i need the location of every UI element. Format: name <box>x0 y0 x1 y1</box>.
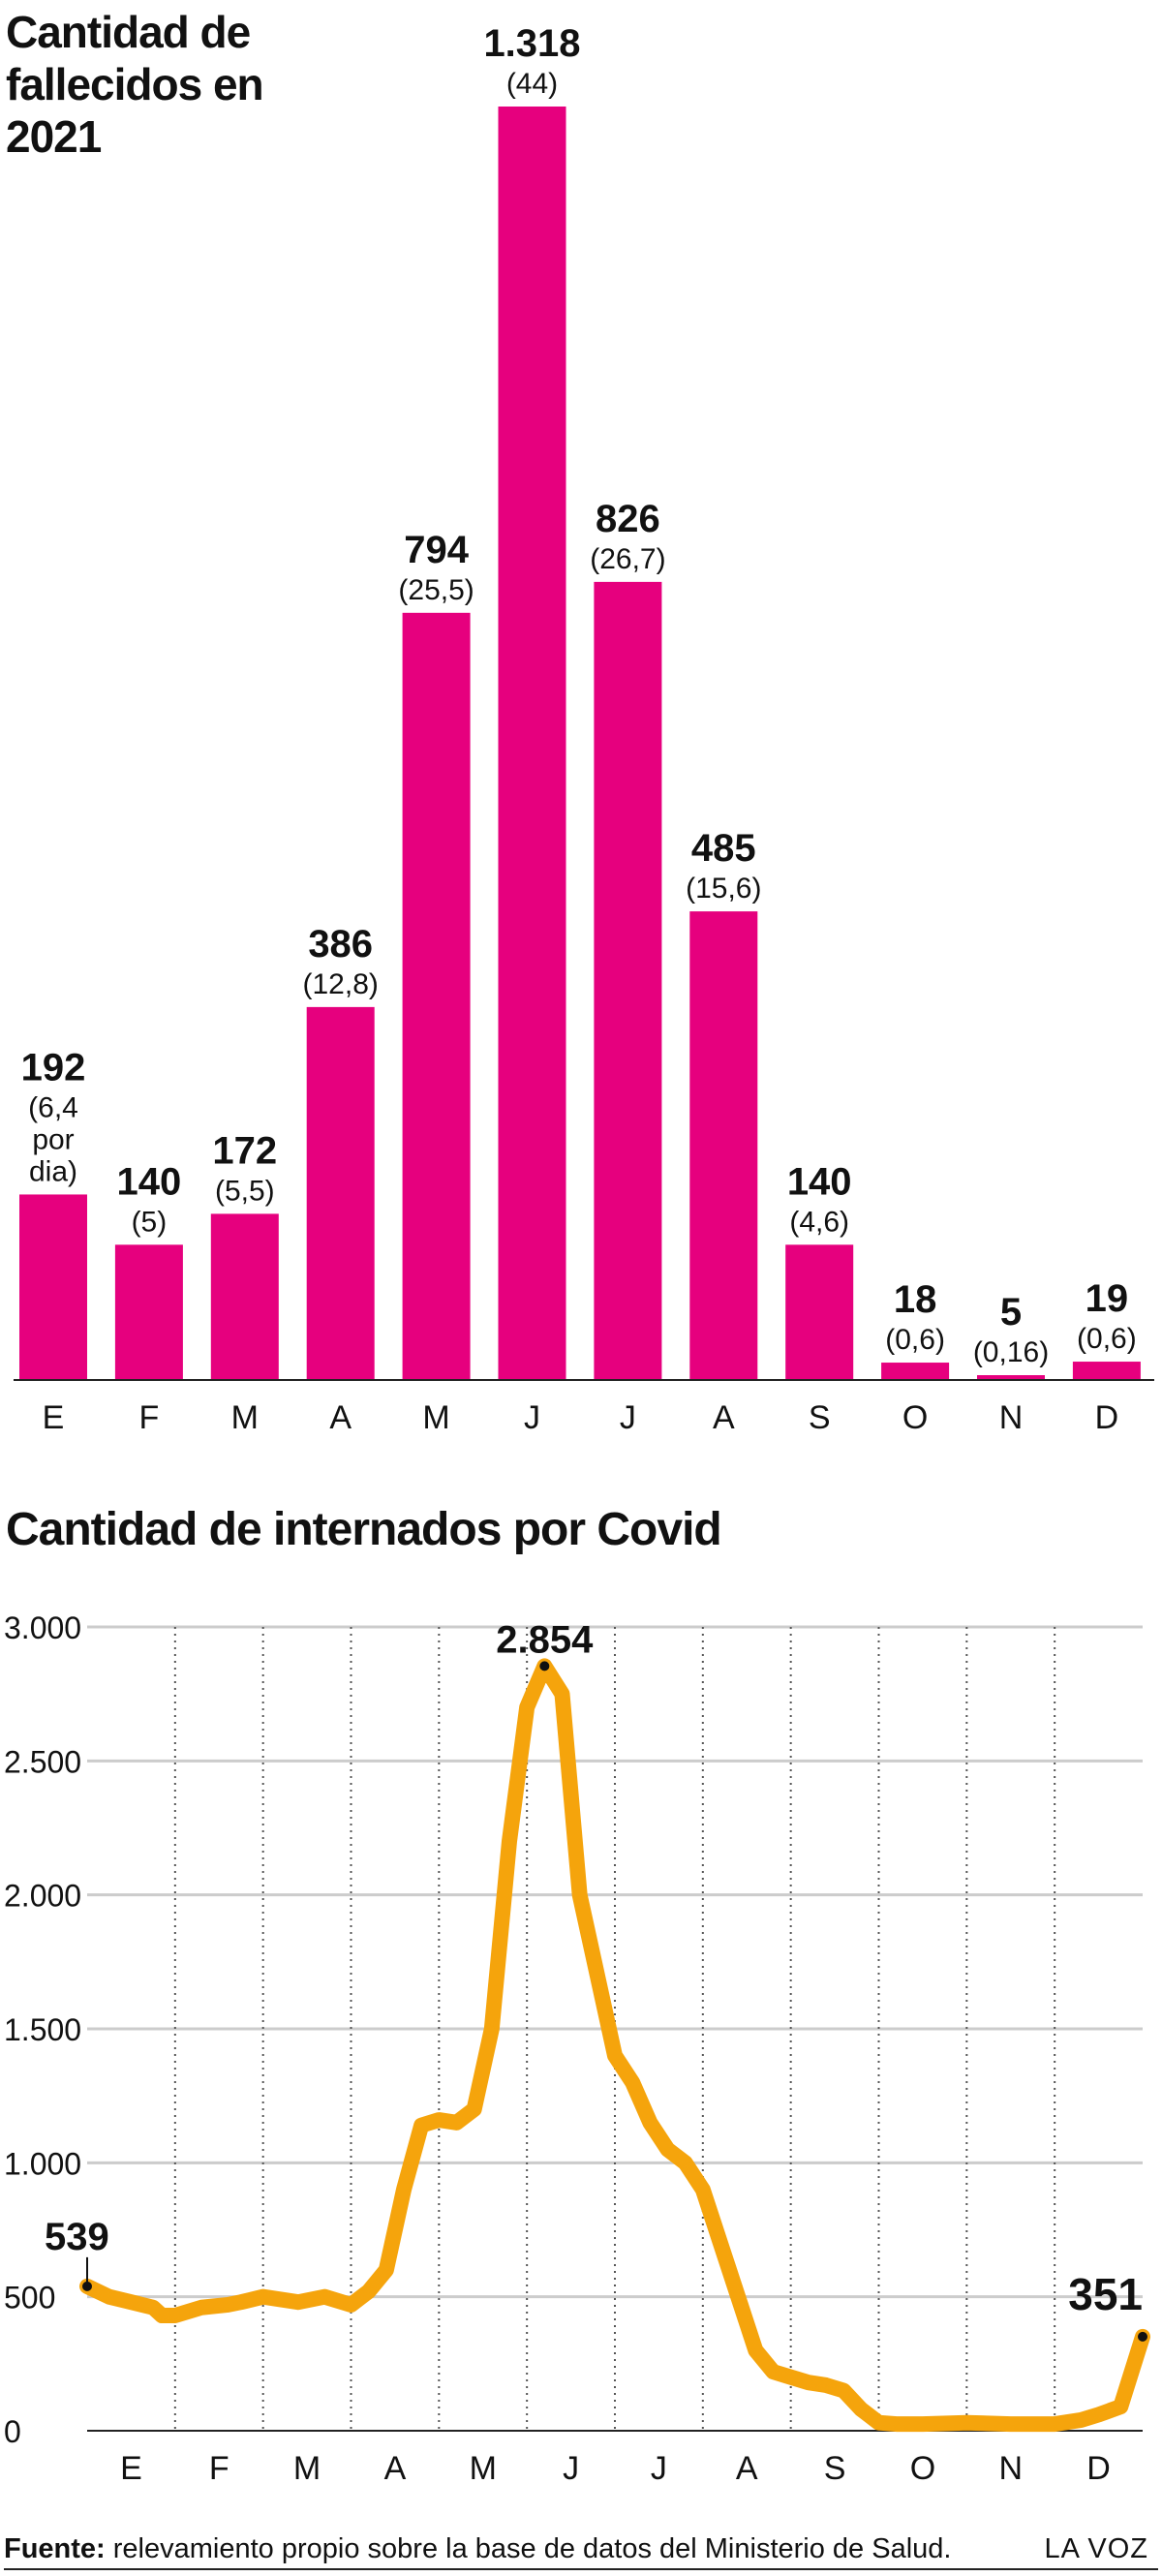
month-tick-label: D <box>1086 2450 1111 2487</box>
bar-daily-label: (0,6) <box>885 1324 945 1356</box>
bar-value-label: 5 <box>1000 1291 1022 1334</box>
month-tick-label: D <box>1095 1399 1119 1436</box>
brand-logo: LA VOZ <box>1044 2533 1148 2564</box>
deaths-bar-chart: 192(6,4pordia)E140(5)F172(5,5)M386(12,8)… <box>14 22 1154 1436</box>
bar-m-4 <box>402 612 471 1380</box>
annotation-point <box>1138 2331 1147 2342</box>
month-tick-label: A <box>713 1399 735 1436</box>
month-tick-label: M <box>231 1399 259 1436</box>
y-tick-label: 0 <box>4 2414 21 2449</box>
bar-daily-label: (25,5) <box>398 574 474 606</box>
month-tick-label: J <box>563 2450 579 2487</box>
bar-m-2 <box>210 1213 279 1380</box>
annotation-label: 351 <box>1068 2269 1143 2319</box>
annotation-label: 539 <box>45 2216 109 2258</box>
month-tick-label: M <box>470 2450 497 2487</box>
month-tick-label: A <box>384 2450 407 2487</box>
bar-value-label: 192 <box>21 1046 86 1089</box>
bar-value-label: 386 <box>308 923 373 966</box>
bar-s-8 <box>785 1244 854 1380</box>
bar-value-label: 172 <box>212 1129 277 1172</box>
source-text: relevamiento propio sobre la base de dat… <box>105 2533 952 2564</box>
bar-n-10 <box>977 1375 1045 1380</box>
month-tick-label: E <box>43 1399 65 1436</box>
month-tick-label: J <box>524 1399 540 1436</box>
bar-daily-label: (5) <box>132 1206 168 1238</box>
hospitalized-chart-title: Cantidad de internados por Covid <box>6 1504 722 1555</box>
month-tick-label: M <box>293 2450 321 2487</box>
hospitalized-line-chart: 0 500 1.000 1.500 2.000 2.500 3.000 E F M A M J J A S O N… <box>4 1610 1150 2487</box>
bar-daily-label: (0,6) <box>1077 1323 1137 1355</box>
month-tick-label: N <box>998 2450 1023 2487</box>
month-tick-label: M <box>422 1399 449 1436</box>
y-tick-label: 1.000 <box>4 2146 81 2181</box>
y-tick-label: 500 <box>4 2281 55 2315</box>
bar-value-label: 140 <box>117 1160 182 1203</box>
bar-value-label: 1.318 <box>483 22 580 65</box>
bar-daily-label: (0,16) <box>973 1336 1049 1368</box>
bar-daily-label: (4,6) <box>789 1206 849 1238</box>
month-tick-label: J <box>620 1399 636 1436</box>
bar-daily-label: (15,6) <box>686 873 761 905</box>
y-tick-label: 3.000 <box>4 1610 81 1645</box>
month-tick-label: F <box>139 1399 160 1436</box>
bar-value-label: 18 <box>894 1278 937 1321</box>
bar-daily-label: por <box>32 1123 74 1155</box>
month-tick-label: A <box>329 1399 352 1436</box>
bar-daily-label: (5,5) <box>215 1175 275 1207</box>
bar-value-label: 485 <box>691 827 756 870</box>
bar-daily-label: (6,4 <box>28 1091 78 1123</box>
y-tick-label: 2.500 <box>4 1744 81 1779</box>
month-tick-label: A <box>736 2450 758 2487</box>
bar-value-label: 140 <box>787 1160 852 1203</box>
bar-a-7 <box>689 911 758 1380</box>
bar-f-1 <box>114 1244 183 1380</box>
bar-d-11 <box>1072 1362 1141 1380</box>
source-label: Fuente: <box>4 2533 106 2564</box>
month-tick-label: S <box>824 2450 846 2487</box>
y-tick-label: 2.000 <box>4 1879 81 1914</box>
bar-o-9 <box>881 1363 950 1380</box>
y-tick-label: 1.500 <box>4 2012 81 2047</box>
footer: Fuente: relevamiento propio sobre la bas… <box>4 2530 1158 2570</box>
bar-daily-label: dia) <box>29 1155 77 1187</box>
month-tick-label: F <box>209 2450 229 2487</box>
month-tick-label: O <box>910 2450 935 2487</box>
hospitalized-series-line <box>79 1658 1150 2433</box>
annotation-point <box>82 2281 92 2291</box>
month-tick-label: N <box>999 1399 1024 1436</box>
month-tick-label: S <box>809 1399 831 1436</box>
month-tick-label: O <box>902 1399 928 1436</box>
bar-value-label: 19 <box>1086 1277 1129 1320</box>
deaths-chart-title: Cantidad de fallecidos en 2021 <box>6 7 264 162</box>
bar-j-5 <box>498 107 566 1380</box>
bar-a-3 <box>306 1006 375 1380</box>
bar-e-0 <box>19 1194 87 1380</box>
bar-j-6 <box>594 581 662 1380</box>
month-tick-label: E <box>120 2450 142 2487</box>
bar-daily-label: (12,8) <box>303 968 379 1000</box>
bar-daily-label: (26,7) <box>590 543 665 575</box>
bar-value-label: 794 <box>404 529 469 571</box>
month-tick-label: J <box>651 2450 667 2487</box>
bar-daily-label: (44) <box>506 68 558 100</box>
annotation-label: 2.854 <box>496 1618 594 1661</box>
annotation-point <box>539 1661 550 1671</box>
bar-value-label: 826 <box>596 498 660 540</box>
